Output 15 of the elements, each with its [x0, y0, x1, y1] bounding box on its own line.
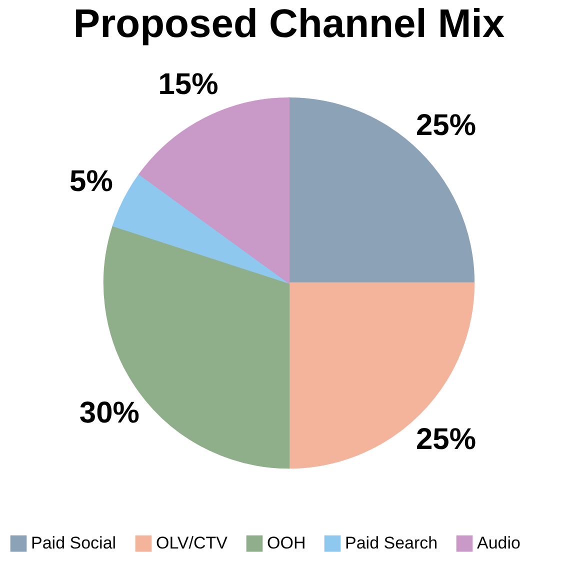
- data-label: 25%: [416, 109, 476, 142]
- legend-label: Audio: [477, 534, 520, 553]
- data-label: 5%: [70, 165, 113, 198]
- legend-label: OLV/CTV: [156, 534, 228, 553]
- chart-title: Proposed Channel Mix: [73, 2, 505, 46]
- data-label: 25%: [416, 422, 476, 456]
- legend-label: Paid Search: [345, 534, 438, 553]
- legend-label: Paid Social: [31, 534, 116, 553]
- pie-slice: [288, 97, 475, 284]
- pie-slice: [112, 174, 290, 284]
- data-label: 15%: [158, 68, 218, 102]
- legend-label: OOH: [267, 534, 306, 553]
- data-label: 30%: [79, 396, 140, 430]
- pie-slice: [138, 97, 290, 284]
- pie-slice: [288, 282, 475, 469]
